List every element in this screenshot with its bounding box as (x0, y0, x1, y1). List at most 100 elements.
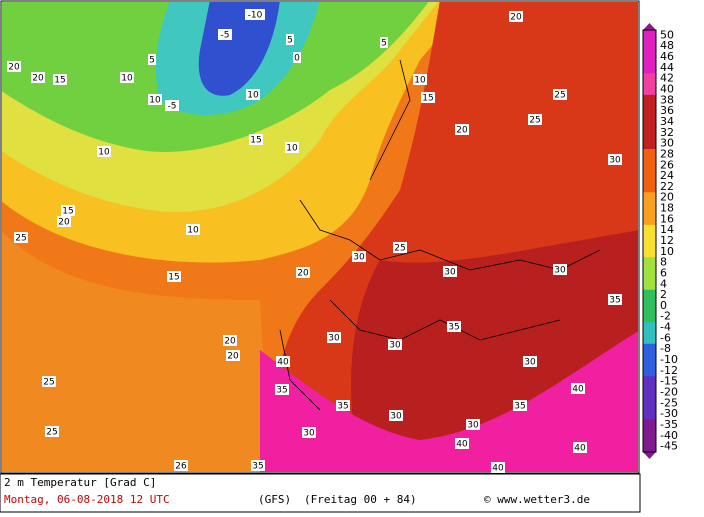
colorbar-band (643, 213, 656, 226)
label-box (327, 332, 341, 343)
colorbar-label: 2 (660, 288, 667, 301)
label-box (57, 216, 71, 227)
colorbar-band (643, 300, 656, 312)
temperature-label: 10 (414, 76, 426, 86)
label-box (31, 72, 45, 83)
temperature-label: 0 (294, 54, 300, 64)
colorbar-label: -20 (660, 385, 678, 398)
temperature-label: 30 (389, 341, 401, 351)
label-box (389, 410, 403, 421)
colorbar-band (643, 268, 656, 280)
temperature-label: 10 (187, 226, 199, 236)
label-box (393, 242, 407, 253)
label-box (352, 251, 366, 262)
label-box (165, 100, 179, 111)
label-box (53, 74, 67, 85)
colorbar-label: 20 (660, 191, 674, 204)
label-box (286, 34, 294, 45)
temperature-label: 20 (227, 352, 239, 362)
label-box (455, 438, 469, 449)
colorbar-label: 46 (660, 50, 674, 63)
blue-zone (198, 2, 280, 96)
coastlines (279, 59, 601, 411)
label-box (45, 426, 59, 437)
label-box (249, 134, 263, 145)
colorbar-label: -4 (660, 321, 671, 334)
temperature-label: 5 (287, 36, 293, 46)
temperature-label: 20 (58, 218, 70, 228)
colorbar-band (643, 343, 656, 356)
temperature-label: 35 (514, 402, 525, 412)
temperature-label: 15 (62, 207, 73, 217)
temperature-label: 30 (444, 268, 456, 278)
label-box (218, 29, 232, 40)
label-box (608, 154, 622, 165)
temperature-label: 25 (529, 116, 540, 126)
label-box (275, 384, 289, 395)
colorbar-band (643, 138, 656, 150)
colorbar-label: 24 (660, 169, 674, 182)
colorbar-label: 36 (660, 104, 674, 117)
temperature-label: 30 (303, 429, 315, 439)
colorbar-band (643, 84, 656, 96)
temperature-label: 25 (46, 428, 57, 438)
colorbar-tip-top (643, 23, 656, 30)
label-box (14, 232, 28, 243)
colorbar-band (643, 246, 656, 258)
temperature-label: 40 (456, 440, 468, 450)
label-box (148, 54, 156, 65)
temperature-label: 5 (381, 39, 387, 49)
footer-title: 2 m Temperatur [Grad C] (4, 476, 156, 489)
temperature-label: 10 (121, 74, 133, 84)
label-box (223, 335, 237, 346)
colorbar-band (643, 30, 656, 42)
label-box (148, 94, 162, 105)
temperature-label: 10 (247, 91, 259, 101)
temperature-label: 20 (297, 269, 309, 279)
temperature-label: 25 (554, 91, 565, 101)
label-box (251, 460, 265, 471)
colorbar-label: -8 (660, 342, 671, 355)
temperature-label: 10 (98, 148, 110, 158)
label-box (380, 37, 388, 48)
label-box (553, 89, 567, 100)
temperature-label: 5 (149, 56, 155, 66)
map-area (2, 2, 638, 472)
temperature-label: 26 (175, 462, 187, 472)
colorbar-band (643, 51, 656, 63)
colorbar-band (643, 181, 656, 193)
colorbar-band (643, 127, 656, 139)
colorbar-label: 14 (660, 223, 674, 236)
colorbar-band (643, 332, 656, 345)
temperature-label: 20 (32, 74, 44, 84)
colorbar-label: 50 (660, 28, 674, 41)
temperature-label: 40 (574, 444, 586, 454)
colorbar-label: 18 (660, 202, 674, 215)
footer-credit: © www.wetter3.de (484, 493, 590, 506)
temperature-label: -5 (221, 31, 230, 41)
label-box (447, 321, 461, 332)
extreme-zone (260, 331, 638, 472)
colorbar-band (643, 419, 656, 431)
colorbar-band (643, 62, 656, 74)
temperature-label: -5 (168, 102, 177, 112)
label-box (296, 267, 310, 278)
colorbar-label: 16 (660, 212, 674, 225)
colorbar-label: -12 (660, 364, 678, 377)
temperature-label: 40 (572, 385, 584, 395)
colorbar-band (643, 192, 656, 204)
label-box (174, 460, 188, 471)
colorbar-label: 0 (660, 299, 667, 312)
footer-run: (Freitag 00 + 84) (304, 493, 417, 506)
colorbar-band (643, 289, 656, 302)
colorbar-band (643, 203, 656, 215)
label-box (7, 61, 21, 72)
temperature-label: 40 (492, 464, 504, 474)
colorbar-label: -35 (660, 418, 678, 431)
colorbar-band (643, 105, 656, 118)
colorbar-band (643, 387, 656, 399)
warm-ocean (2, 231, 270, 472)
colorbar-band (643, 149, 656, 161)
